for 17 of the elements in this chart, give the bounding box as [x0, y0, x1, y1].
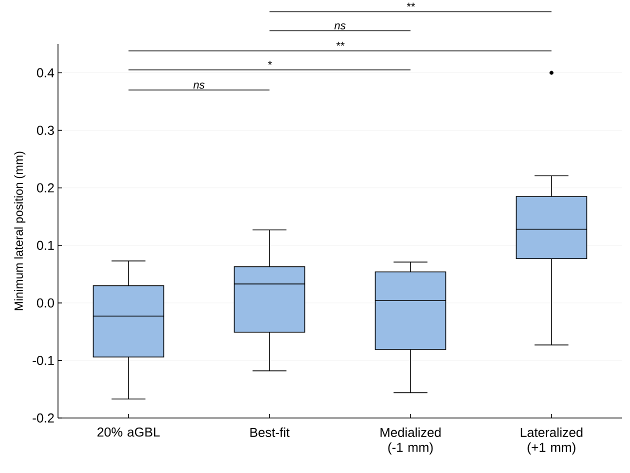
annotation: *	[268, 60, 272, 65]
x-tick-label: Medialized (-1 mm)	[380, 427, 441, 455]
x-tick-label: Lateralized (+1 mm)	[520, 427, 582, 455]
y-tick-label: 0.4	[36, 68, 54, 78]
x-tick-label: 20% aGBL	[97, 427, 160, 437]
y-tick-label: -0.2	[32, 413, 54, 423]
annotation: **	[336, 42, 345, 46]
y-tick-label: -0.1	[32, 356, 54, 366]
y-tick-label: 0.1	[36, 240, 54, 250]
y-axis-title: Minimum lateral position (mm)	[14, 152, 26, 310]
annotation: ns	[193, 82, 205, 89]
text: **	[406, 2, 416, 7]
y-tick-label: 0.3	[36, 126, 54, 135]
text: ns	[334, 23, 346, 30]
x-tick-label: Best-fit	[250, 427, 290, 438]
y-tick-label: 0.2	[36, 183, 54, 192]
y-tick-label: 0.0	[36, 298, 54, 308]
